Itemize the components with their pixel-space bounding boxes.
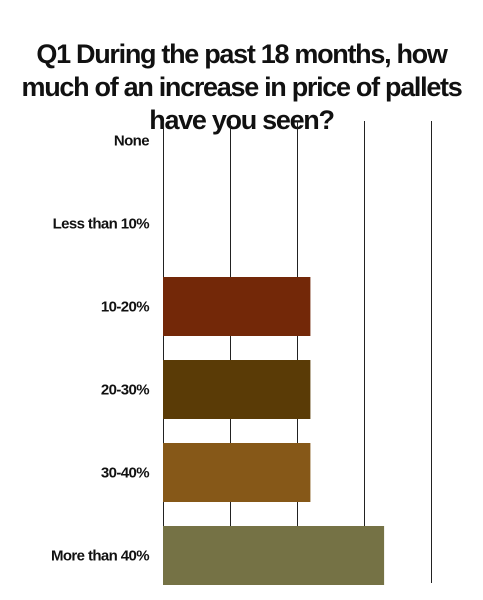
bar-2 [163,277,311,336]
category-label-5: More than 40% [51,548,149,565]
category-label-2: 10-20% [101,299,149,316]
chart-title: Q1 During the past 18 months, how much o… [21,39,463,135]
category-label-3: 20-30% [101,382,149,399]
category-label-4: 30-40% [101,465,149,482]
bars [163,277,385,585]
grid-lines [163,121,432,583]
category-labels: None Less than 10% 10-20% 20-30% 30-40% More … [51,133,150,565]
bar-4 [163,443,311,502]
bar-5 [163,526,385,585]
category-label-1: Less than 10% [53,216,150,233]
category-label-0: None [114,133,149,150]
bar-3 [163,360,311,419]
